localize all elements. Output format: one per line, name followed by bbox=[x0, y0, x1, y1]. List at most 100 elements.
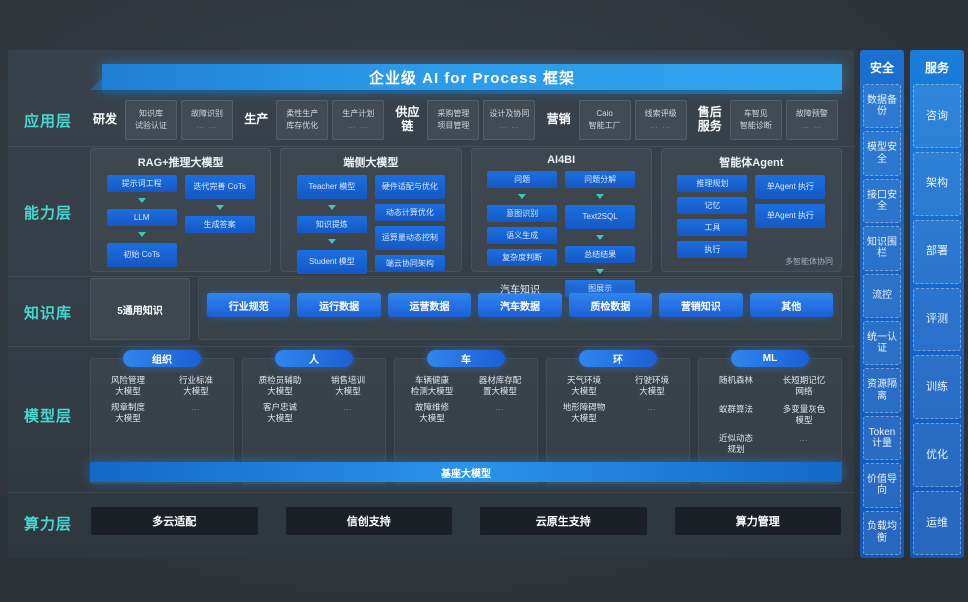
model-item[interactable]: 风险管理 大模型 bbox=[110, 375, 145, 397]
model-item[interactable]: 车辆健康 检测大模型 bbox=[410, 375, 454, 397]
capability-chip[interactable]: 复杂度判断 bbox=[487, 249, 558, 266]
model-group-card: 人质检员辅助 大模型 销售培训 大模型客户忠诚 大模型 … bbox=[242, 350, 386, 484]
security-sidebar-item[interactable]: 数据备份 bbox=[863, 84, 901, 129]
application-cell[interactable]: Caio 智能工厂 bbox=[578, 100, 631, 140]
capability-chip[interactable]: 初始 CoTs bbox=[106, 243, 177, 267]
application-cell[interactable]: 知识库 试验认证 bbox=[125, 100, 177, 140]
service-sidebar-item[interactable]: 优化 bbox=[913, 423, 961, 488]
application-cell-line: 车智见 bbox=[743, 109, 768, 118]
capability-chip[interactable]: 推理规划 bbox=[677, 175, 748, 192]
security-sidebar-item[interactable]: 接口安全 bbox=[863, 178, 901, 224]
knowledge-chip[interactable]: 运行数据 bbox=[297, 293, 381, 317]
application-cell[interactable]: 线索评级 … … bbox=[634, 100, 687, 140]
model-item[interactable]: 质检员辅助 大模型 bbox=[258, 375, 302, 397]
compute-item[interactable]: 多云适配 bbox=[90, 506, 259, 536]
security-sidebar-item[interactable]: 负载均衡 bbox=[863, 510, 901, 556]
capability-chip[interactable]: LLM bbox=[106, 209, 177, 226]
service-sidebar-item[interactable]: 部署 bbox=[913, 219, 961, 284]
application-cell[interactable]: 故障识别 … … bbox=[181, 100, 233, 140]
model-item[interactable]: 行驶环境 大模型 bbox=[634, 375, 669, 397]
model-item[interactable]: 多变量灰色 模型 bbox=[782, 404, 826, 426]
model-item[interactable]: 行业标准 大模型 bbox=[178, 375, 213, 397]
capability-chip[interactable]: Teacher 模型 bbox=[296, 175, 367, 199]
security-sidebar-item[interactable]: 价值导向 bbox=[863, 463, 901, 508]
capability-chip[interactable]: 单Agent 执行 bbox=[755, 175, 826, 199]
security-sidebar-item[interactable]: 流控 bbox=[863, 273, 901, 319]
service-sidebar-item[interactable]: 评测 bbox=[913, 287, 961, 352]
capability-chip[interactable]: 知识提炼 bbox=[296, 216, 367, 233]
application-cell[interactable]: 生产计划 … … bbox=[332, 100, 385, 140]
knowledge-chip[interactable]: 营销知识 bbox=[659, 293, 743, 317]
model-item[interactable]: 天气环境 大模型 bbox=[566, 375, 601, 397]
layer-label-capability: 能力层 bbox=[23, 205, 72, 222]
model-item[interactable]: 随机森林 bbox=[718, 375, 753, 385]
model-group-pill[interactable]: 组织 bbox=[123, 350, 201, 367]
application-cell-line: 智能诊断 bbox=[739, 121, 772, 130]
model-item[interactable]: 器材库存配 置大模型 bbox=[478, 375, 522, 397]
application-cell[interactable]: 故障预警 … … bbox=[785, 100, 838, 140]
capability-chip[interactable]: 硬件适配与优化 bbox=[374, 175, 445, 199]
capability-chip[interactable]: 工具 bbox=[677, 219, 748, 236]
model-group-pill[interactable]: 人 bbox=[275, 350, 353, 367]
knowledge-chip[interactable]: 其他 bbox=[749, 293, 833, 317]
capability-chip[interactable]: 提示词工程 bbox=[106, 175, 177, 192]
service-sidebar-item[interactable]: 训练 bbox=[913, 355, 961, 420]
application-cell[interactable]: 柔性生产 库存优化 bbox=[276, 100, 329, 140]
knowledge-chip[interactable]: 行业规范 bbox=[207, 293, 291, 317]
capability-chip[interactable]: 总结结果 bbox=[565, 246, 636, 263]
knowledge-chip[interactable]: 运营数据 bbox=[387, 293, 472, 317]
model-group-pill[interactable]: ML bbox=[731, 350, 809, 367]
capability-chip[interactable]: Text2SQL bbox=[565, 205, 636, 229]
application-cell-line: Caio bbox=[596, 109, 613, 118]
capability-chip[interactable]: Student 模型 bbox=[296, 250, 367, 274]
model-item[interactable]: … bbox=[343, 402, 353, 413]
capability-chip[interactable]: 迭代完善 CoTs bbox=[184, 175, 255, 199]
model-item[interactable]: 蚁群算法 bbox=[718, 404, 753, 415]
capability-chip[interactable]: 生成答案 bbox=[184, 216, 255, 233]
model-item[interactable]: 长短期记忆 网络 bbox=[782, 375, 826, 397]
compute-item[interactable]: 信创支持 bbox=[284, 506, 453, 536]
capability-chip[interactable]: 记忆 bbox=[677, 197, 748, 214]
security-sidebar-item[interactable]: 知识围栏 bbox=[863, 226, 901, 271]
model-item[interactable]: 规章制度 大模型 bbox=[110, 402, 145, 424]
service-sidebar-item[interactable]: 运维 bbox=[913, 491, 961, 556]
application-cell[interactable]: 采购管理 项目管理 bbox=[427, 100, 480, 140]
knowledge-chip[interactable]: 汽车数据 bbox=[478, 293, 562, 317]
application-cell[interactable]: 设计及协同 … … bbox=[483, 100, 536, 140]
model-item[interactable]: 近似动态 规划 bbox=[718, 433, 753, 455]
security-sidebar-item[interactable]: Token计量 bbox=[863, 415, 901, 461]
capability-chip[interactable]: 问题 bbox=[487, 171, 558, 188]
application-group-name: 营销 bbox=[546, 112, 571, 127]
model-item[interactable]: 销售培训 大模型 bbox=[330, 375, 365, 397]
security-sidebar-item[interactable]: 统一认证 bbox=[863, 321, 901, 366]
capability-chip[interactable]: 图展示 bbox=[565, 280, 636, 297]
compute-item[interactable]: 云原生支持 bbox=[479, 506, 648, 536]
model-item[interactable]: … bbox=[799, 433, 809, 444]
model-item[interactable]: … bbox=[191, 402, 201, 413]
capability-chip[interactable]: 运算量动态控制 bbox=[374, 226, 445, 250]
security-sidebar-item[interactable]: 资源隔离 bbox=[863, 368, 901, 413]
capability-chip[interactable]: 动态计算优化 bbox=[374, 204, 445, 221]
knowledge-chip[interactable]: 质检数据 bbox=[568, 293, 653, 317]
model-item[interactable]: 地形障碍物 大模型 bbox=[562, 402, 606, 424]
model-group-pill[interactable]: 车 bbox=[427, 350, 505, 367]
application-cell[interactable]: 车智见 智能诊断 bbox=[729, 100, 782, 140]
security-sidebar-item[interactable]: 模型安全 bbox=[863, 131, 901, 176]
application-cell-line: 生产计划 bbox=[342, 109, 375, 118]
compute-item[interactable]: 算力管理 bbox=[673, 506, 842, 536]
model-group-pill[interactable]: 环 bbox=[579, 350, 657, 367]
model-item[interactable]: 客户忠诚 大模型 bbox=[262, 402, 297, 424]
capability-chip[interactable]: 意图识别 bbox=[487, 205, 558, 222]
capability-chip[interactable]: 执行 bbox=[677, 241, 748, 258]
service-sidebar-item[interactable]: 咨询 bbox=[913, 84, 961, 148]
capability-chip[interactable]: 语义生成 bbox=[487, 227, 558, 244]
capability-chip[interactable]: 单Agent 执行 bbox=[755, 204, 826, 228]
service-sidebar-item[interactable]: 架构 bbox=[913, 151, 961, 216]
model-item[interactable]: … bbox=[495, 402, 505, 413]
capability-chip[interactable]: 问题分解 bbox=[565, 171, 636, 188]
model-item[interactable]: … bbox=[647, 402, 657, 413]
model-item[interactable]: 故障维修 大模型 bbox=[414, 402, 449, 424]
application-group: 供应链 采购管理 项目管理 设计及协同… … bbox=[392, 98, 539, 142]
application-cell-line: 柔性生产 bbox=[286, 109, 319, 118]
capability-chip[interactable]: 端云协同架构 bbox=[374, 255, 445, 272]
